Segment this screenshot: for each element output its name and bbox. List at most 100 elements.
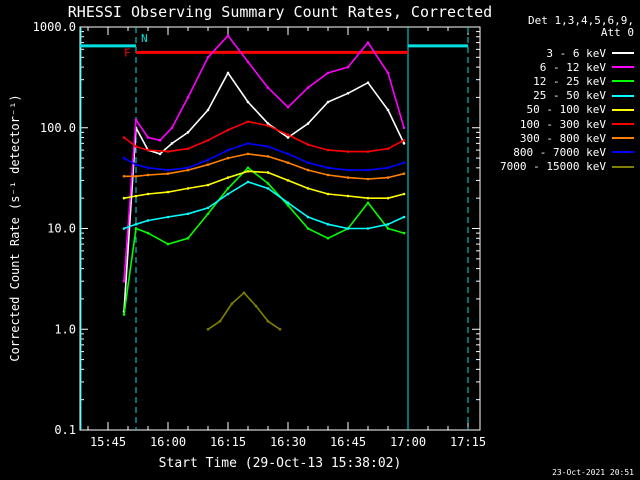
data-point-100-300-kev xyxy=(266,124,270,127)
data-point-50-100-kev xyxy=(266,171,270,174)
data-point-800-7000-kev xyxy=(146,166,150,170)
data-point-25-50-kev xyxy=(346,227,350,230)
data-point-25-50-kev xyxy=(134,223,138,226)
data-point-300-800-kev xyxy=(166,172,170,175)
data-point-800-7000-kev xyxy=(166,168,170,172)
legend-label: 100 - 300 keV xyxy=(519,117,606,131)
data-point-12-25-kev xyxy=(226,187,230,190)
data-point-6-12-kev xyxy=(146,136,150,139)
data-point-3-6-kev xyxy=(346,91,350,95)
data-point-25-50-kev xyxy=(386,223,390,226)
data-point-300-800-kev xyxy=(366,177,370,181)
data-point-25-50-kev xyxy=(186,212,190,216)
data-point-800-7000-kev xyxy=(266,145,270,148)
data-point-7000-15000-kev xyxy=(254,304,258,308)
data-point-800-7000-kev xyxy=(122,156,126,160)
x-tick-label: 16:45 xyxy=(330,435,366,449)
data-point-3-6-kev xyxy=(170,142,174,145)
data-point-800-7000-kev xyxy=(326,166,330,170)
data-point-50-100-kev xyxy=(402,192,406,196)
attenuator-label: Att 0 xyxy=(600,26,634,39)
data-point-12-25-kev xyxy=(166,242,170,246)
data-point-6-12-kev xyxy=(122,279,126,283)
data-point-300-800-kev xyxy=(346,176,350,179)
data-point-800-7000-kev xyxy=(206,158,210,162)
series-line-800-7000-kev xyxy=(123,142,405,171)
data-point-7000-15000-kev xyxy=(278,327,282,331)
data-point-50-100-kev xyxy=(306,187,310,190)
data-point-7000-15000-kev xyxy=(230,302,234,305)
data-point-800-7000-kev xyxy=(226,148,230,152)
legend-swatch xyxy=(612,151,634,154)
data-point-100-300-kev xyxy=(134,145,138,148)
data-point-7000-15000-kev xyxy=(206,327,210,331)
data-point-100-300-kev xyxy=(402,139,406,142)
data-point-12-25-kev xyxy=(146,231,150,235)
legend-label: 300 - 800 keV xyxy=(519,131,606,145)
x-tick-label: 17:15 xyxy=(450,435,486,449)
data-point-300-800-kev xyxy=(134,174,138,178)
data-point-6-12-kev xyxy=(206,56,210,59)
series-line-100-300-kev xyxy=(123,120,405,153)
data-point-7000-15000-kev xyxy=(242,291,246,295)
data-point-300-800-kev xyxy=(246,152,250,156)
legend-swatch xyxy=(612,80,634,83)
series-line-25-50-kev xyxy=(123,181,405,230)
data-point-3-6-kev xyxy=(286,136,290,139)
data-point-50-100-kev xyxy=(166,190,170,194)
data-point-7000-15000-kev xyxy=(218,319,222,323)
data-point-800-7000-kev xyxy=(346,168,350,172)
data-point-12-25-kev xyxy=(386,227,390,230)
data-point-800-7000-kev xyxy=(366,168,370,172)
data-point-50-100-kev xyxy=(122,196,126,200)
x-axis-label: Start Time (29-Oct-13 15:38:02) xyxy=(159,456,402,471)
data-point-6-12-kev xyxy=(170,126,174,130)
legend-item-300-800-kev: 300 - 800 keV xyxy=(520,131,634,145)
x-tick-label: 17:00 xyxy=(390,435,426,449)
plot-frame xyxy=(79,26,481,431)
data-point-3-6-kev xyxy=(226,71,230,75)
data-point-100-300-kev xyxy=(226,128,230,132)
plot-area: 0.1 1.0 10.0 100.0 1000.0 15:45 16:00 16:15 16:3… xyxy=(33,20,486,449)
legend-swatch xyxy=(612,165,634,168)
data-point-300-800-kev xyxy=(226,156,230,160)
data-point-50-100-kev xyxy=(286,179,290,182)
data-point-25-50-kev xyxy=(166,215,170,219)
data-point-12-25-kev xyxy=(326,236,330,240)
data-point-25-50-kev xyxy=(286,201,290,205)
data-point-3-6-kev xyxy=(306,122,310,125)
data-point-3-6-kev xyxy=(266,122,270,125)
data-point-6-12-kev xyxy=(266,86,270,89)
data-point-100-300-kev xyxy=(122,136,126,139)
legend-label: 7000 - 15000 keV xyxy=(500,160,606,174)
flare-flag-label: F xyxy=(124,46,131,59)
series-line-50-100-kev xyxy=(123,170,405,199)
series-line-7000-15000-kev xyxy=(207,291,281,330)
data-point-50-100-kev xyxy=(186,187,190,190)
data-point-100-300-kev xyxy=(186,147,190,150)
data-point-6-12-kev xyxy=(158,139,162,142)
data-point-25-50-kev xyxy=(206,206,210,210)
y-tick-label: 10.0 xyxy=(47,222,76,236)
data-point-12-25-kev xyxy=(134,227,138,230)
data-point-300-800-kev xyxy=(286,161,290,164)
data-point-800-7000-kev xyxy=(306,161,310,164)
data-point-300-800-kev xyxy=(146,173,150,177)
data-point-300-800-kev xyxy=(186,168,190,172)
data-point-6-12-kev xyxy=(346,65,350,69)
data-point-50-100-kev xyxy=(326,192,330,196)
generated-timestamp: 23-Oct-2021 20:51 xyxy=(552,468,634,477)
data-point-50-100-kev xyxy=(366,196,370,200)
legend-label: 50 - 100 keV xyxy=(526,103,606,117)
series-line-300-800-kev xyxy=(124,153,405,180)
data-point-100-300-kev xyxy=(386,147,390,150)
data-point-300-800-kev xyxy=(386,176,390,179)
legend-label: 12 - 25 keV xyxy=(533,74,606,88)
data-point-6-12-kev xyxy=(286,105,290,109)
chart-title: RHESSI Observing Summary Count Rates, Co… xyxy=(68,3,492,21)
data-point-800-7000-kev xyxy=(386,166,390,170)
x-tick-label: 16:15 xyxy=(210,435,246,449)
legend-label: 6 - 12 keV xyxy=(539,60,606,74)
legend-item-25-50-kev: 25 - 50 keV xyxy=(533,89,634,103)
data-point-800-7000-kev xyxy=(286,152,290,156)
